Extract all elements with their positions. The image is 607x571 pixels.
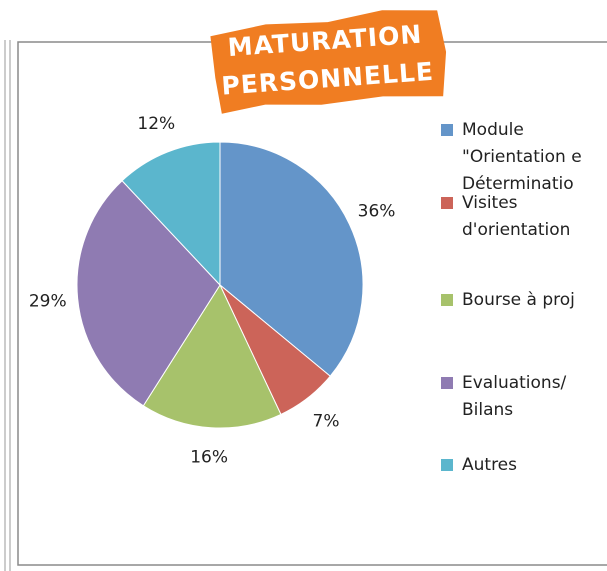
legend-label: Bourse à proj — [462, 290, 575, 310]
legend-label: Module "Orientation e Déterminatio — [462, 120, 582, 194]
legend-swatch — [441, 294, 453, 306]
legend-swatch — [441, 197, 453, 209]
data-label: 36% — [358, 201, 396, 221]
legend-swatch — [441, 124, 453, 136]
data-label: 29% — [29, 291, 67, 311]
title-banner: MATURATION PERSONNELLE — [210, 10, 447, 114]
pie-slice — [76, 180, 221, 407]
pie: 36% 7% 16% 29% 12% — [29, 114, 396, 468]
pie-slice — [121, 141, 221, 287]
legend-label: Evaluations/Bilans — [462, 373, 567, 420]
banner-shape — [210, 10, 447, 114]
data-label: 7% — [313, 412, 340, 432]
legend-swatch — [441, 377, 453, 389]
legend-label: Autres — [462, 455, 517, 475]
legend-label: Visites d'orientation — [462, 193, 570, 240]
pie-slice — [142, 283, 282, 429]
legend-swatch — [441, 459, 453, 471]
data-label: 16% — [190, 448, 228, 468]
pie-slice — [219, 141, 364, 377]
data-label: 12% — [137, 114, 175, 134]
